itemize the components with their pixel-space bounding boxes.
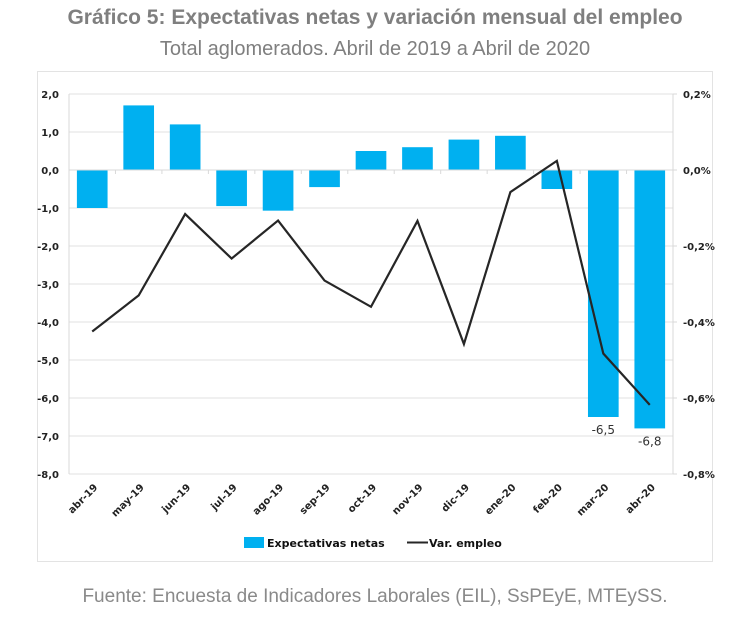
data-labels: -6,5 -6,8	[592, 423, 662, 448]
legend-label-var-empleo: Var. empleo	[429, 537, 502, 550]
x-tick-label: jun-19	[160, 482, 194, 516]
data-label-mar-20: -6,5	[592, 423, 615, 437]
y2-tick-label: 0,0%	[683, 166, 711, 177]
line-var-empleo	[91, 159, 651, 406]
y-tick-label: -1,0	[37, 204, 59, 215]
source-note: Fuente: Encuesta de Indicadores Laborale…	[82, 586, 668, 607]
y-axis-right: 0,2% 0,0% -0,2% -0,4% -0,6% -0,8%	[673, 90, 715, 481]
y-tick-label: -2,0	[37, 242, 59, 253]
x-tick-label: oct-19	[346, 482, 379, 515]
y-tick-label: -3,0	[37, 280, 59, 291]
y2-tick-label: 0,2%	[683, 90, 711, 101]
bar-may-19	[123, 105, 155, 170]
y2-tick-label: -0,4%	[683, 318, 715, 329]
y-tick-label: -6,0	[37, 394, 59, 405]
chart-title: Gráfico 5: Expectativas netas y variació…	[67, 6, 683, 29]
x-tick-label: nov-19	[391, 482, 426, 517]
x-tick-label: sep-19	[298, 482, 333, 517]
bar-abr-19	[76, 170, 108, 208]
bar-ago-19	[262, 170, 294, 211]
legend-swatch-expectativas	[244, 537, 264, 548]
y-tick-label: -5,0	[37, 356, 59, 367]
bar-oct-19	[355, 151, 387, 170]
bar-jun-19	[169, 124, 201, 170]
x-tick-label: feb-20	[531, 482, 565, 516]
x-tick-label: dic-19	[440, 482, 472, 514]
bar-abr-20	[634, 170, 666, 429]
x-tick-label: jul-19	[209, 482, 240, 513]
x-tick-label: abr-20	[624, 482, 658, 516]
chart-area-border	[37, 71, 713, 562]
x-axis: abr-19 may-19 jun-19 jul-19 ago-19 sep-19 oct-…	[66, 482, 657, 519]
bar-dic-19	[448, 139, 480, 170]
y2-tick-label: -0,8%	[683, 470, 715, 481]
bars	[68, 105, 674, 429]
bar-jul-19	[216, 170, 247, 207]
y-tick-label: -4,0	[37, 318, 59, 329]
bar-feb-20	[541, 170, 573, 189]
bar-mar-20	[587, 170, 619, 417]
y2-tick-label: -0,6%	[683, 394, 715, 405]
bar-nov-19	[402, 147, 433, 170]
gridlines	[68, 93, 674, 475]
x-tick-label: mar-20	[575, 482, 611, 518]
x-tick-label: ago-19	[251, 482, 286, 517]
x-tick-label: may-19	[110, 482, 147, 519]
legend-label-expectativas: Expectativas netas	[267, 537, 385, 550]
x-tick-label: abr-19	[66, 482, 100, 516]
bar-ene-20	[495, 135, 526, 170]
chart-subtitle: Total aglomerados. Abril de 2019 a Abril…	[159, 38, 591, 60]
bar-sep-19	[309, 170, 340, 188]
data-label-abr-20: -6,8	[638, 434, 661, 448]
y-tick-label: 0,0	[41, 166, 59, 177]
y-tick-label: 2,0	[41, 90, 59, 101]
y2-tick-label: -0,2%	[683, 242, 715, 253]
legend: Expectativas netas Var. empleo	[244, 537, 502, 550]
y-tick-label: -7,0	[37, 432, 59, 443]
y-axis-left: 2,0 1,0 0,0 -1,0 -2,0 -3,0 -4,0 -5,0 -6,0 -7,0 -8,…	[37, 90, 59, 481]
y-tick-label: -8,0	[37, 470, 59, 481]
y-tick-label: 1,0	[41, 128, 59, 139]
x-tick-label: ene-20	[483, 482, 518, 517]
line-series	[91, 159, 651, 406]
